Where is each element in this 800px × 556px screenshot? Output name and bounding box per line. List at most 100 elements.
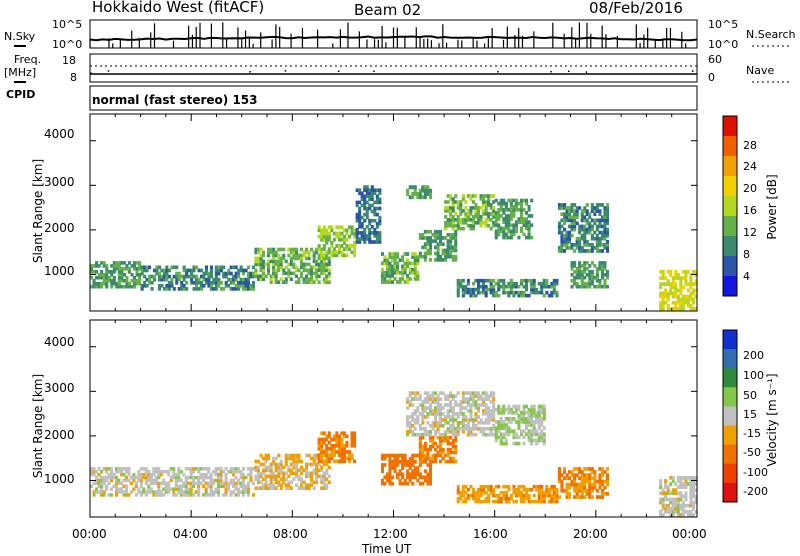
echo-cell [167,481,171,486]
echo-cell [451,258,455,262]
echo-cell [388,463,392,467]
echo-cell [530,432,534,437]
echo-cell [578,270,582,274]
echo-cell [305,250,309,255]
echo-cell [138,264,142,268]
echo-cell [227,268,231,273]
echo-cell [507,226,511,231]
echo-cell [482,487,486,492]
echo-cell [129,490,133,494]
echo-cell [583,467,587,471]
echo-cell [229,490,233,494]
echo-cell [449,435,453,440]
echo-cell [514,404,518,409]
echo-cell [192,475,196,480]
echo-cell [408,270,412,275]
echo-cell [522,293,526,298]
echo-cell [689,503,693,508]
echo-cell [396,264,400,269]
echo-cell [477,290,481,295]
echo-cell [580,249,584,253]
echo-cell [239,484,243,488]
echo-cell [585,261,589,265]
echo-cell [330,453,334,457]
echo-cell [249,467,253,471]
echo-cell [563,215,567,220]
echo-cell [512,432,516,437]
echo-cell [598,278,602,283]
echo-cell [689,276,693,280]
echo-cell [133,278,137,283]
echo-cell [172,467,176,471]
echo-cell [373,218,377,223]
echo-cell [466,290,470,295]
echo-cell [426,453,430,458]
echo-cell [330,228,334,233]
echo-cell [241,472,245,477]
echo-cell [143,268,147,273]
echo-cell [573,224,577,229]
echo-cell [446,450,450,455]
echo-cell [294,250,298,255]
echo-cell [520,420,524,424]
echo-cell [174,487,178,491]
echo-cell [512,207,516,212]
echo-cell [666,503,670,508]
echo-cell [307,280,311,284]
echo-cell [139,467,143,471]
echo-cell [418,424,422,428]
echo-cell [117,278,121,283]
echo-cell [322,231,326,236]
echo-cell [401,264,405,269]
echo-cell [527,223,531,228]
echo-cell [542,281,546,286]
echo-cell [676,491,680,496]
echo-cell [575,209,579,213]
echo-cell [340,231,344,236]
echo-cell [332,253,336,258]
echo-cell [204,481,208,486]
echo-cell [342,228,346,233]
cpid-text: normal (fast stereo) 153 [92,93,258,107]
echo-cell [694,307,698,311]
echo-cell [679,476,683,480]
echo-cell [393,267,397,272]
echo-cell [669,491,673,496]
echo-cell [428,397,432,401]
echo-cell [600,470,604,474]
echo-cell [259,247,263,252]
echo-cell [267,265,271,270]
echo-cell [681,297,685,302]
echo-cell [694,294,698,299]
echo-cell [325,456,329,461]
echo-cell [189,472,193,477]
echo-cell [157,287,161,291]
echo-cell [494,293,498,298]
echo-cell [664,503,668,508]
echo-cell [504,204,508,209]
echo-cell [600,249,604,253]
echo-cell [348,450,352,454]
echo-cell [530,290,534,295]
echo-cell [593,221,597,226]
echo-cell [484,427,488,431]
echo-cell [517,217,521,221]
echo-cell [105,264,109,268]
echo-cell [239,475,243,480]
echo-cell [684,300,688,305]
echo-cell [114,493,118,497]
echo-cell [449,245,453,250]
echo-cell [583,206,587,210]
echo-cell [406,432,410,437]
echo-cell [471,293,475,298]
echo-cell [229,467,233,471]
echo-cell [322,225,326,230]
echo-cell [689,491,693,496]
echo-cell [241,475,245,480]
echo-cell [477,415,481,419]
echo-cell [254,268,258,273]
echo-cell [497,201,501,206]
echo-cell [421,453,425,458]
echo-cell [552,496,556,501]
echo-cell [162,271,166,276]
